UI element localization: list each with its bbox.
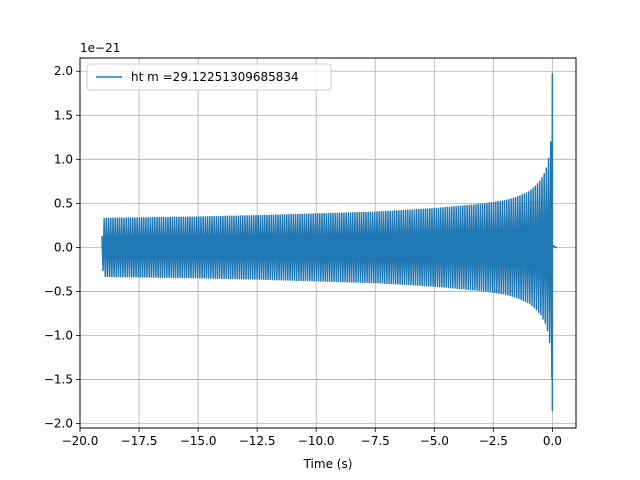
x-tick-label: −20.0 bbox=[62, 434, 99, 448]
y-tick-label: 0.0 bbox=[54, 240, 73, 254]
y-tick-label: −1.0 bbox=[44, 329, 73, 343]
y-axis: −2.0 −1.5 −1.0 −0.5 0.0 0.5 1.0 1.5 2.0 bbox=[44, 64, 80, 431]
series-line bbox=[101, 73, 558, 412]
x-axis: −20.0 −17.5 −15.0 −12.5 −10.0 −7.5 −5.0 −2.5 0.0 bbox=[62, 428, 562, 448]
x-tick-label: −10.0 bbox=[298, 434, 335, 448]
plot-area bbox=[101, 73, 558, 412]
y-tick-label: −0.5 bbox=[44, 284, 73, 298]
y-offset-label: 1e−21 bbox=[80, 41, 120, 55]
legend-box bbox=[86, 63, 332, 91]
legend: ht m =29.12251309685834 bbox=[86, 63, 332, 91]
x-tick-label: −2.5 bbox=[479, 434, 508, 448]
legend-label: ht m =29.12251309685834 bbox=[131, 70, 299, 84]
x-tick-label: −5.0 bbox=[420, 434, 449, 448]
x-tick-label: −12.5 bbox=[239, 434, 276, 448]
y-tick-label: −1.5 bbox=[44, 373, 73, 387]
y-tick-label: 1.0 bbox=[54, 152, 73, 166]
y-tick-label: 1.5 bbox=[54, 108, 73, 122]
x-tick-label: −17.5 bbox=[121, 434, 158, 448]
x-tick-label: −15.0 bbox=[180, 434, 217, 448]
y-tick-label: 0.5 bbox=[54, 196, 73, 210]
y-tick-label: 2.0 bbox=[54, 64, 73, 78]
x-tick-label: 0.0 bbox=[543, 434, 562, 448]
x-tick-label: −7.5 bbox=[361, 434, 390, 448]
x-axis-label: Time (s) bbox=[303, 457, 353, 471]
y-tick-label: −2.0 bbox=[44, 417, 73, 431]
axes-frame bbox=[79, 57, 577, 429]
